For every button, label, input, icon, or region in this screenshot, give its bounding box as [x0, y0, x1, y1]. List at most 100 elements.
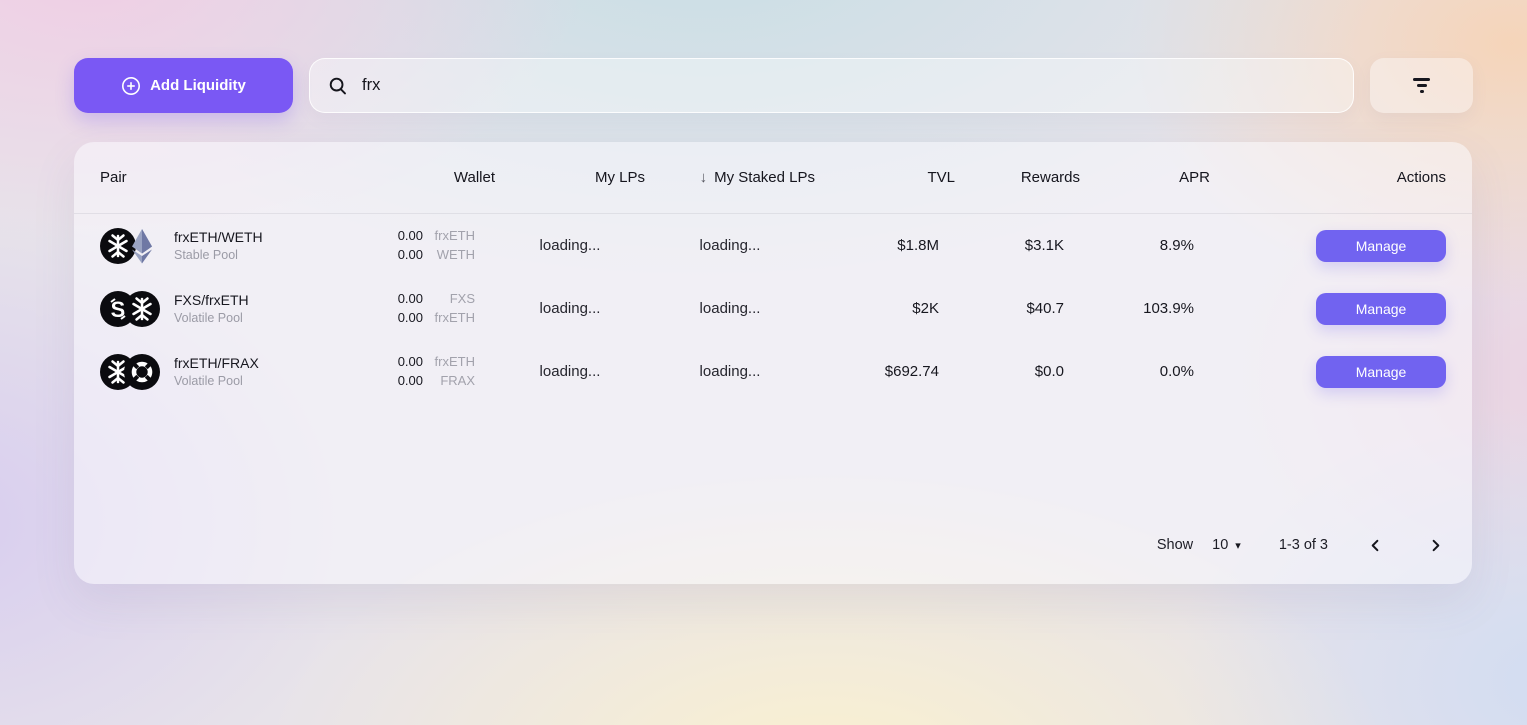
wallet-amount: 0.00 [397, 373, 423, 388]
wallet-balance-line: 0.00 WETH [395, 246, 475, 264]
filter-button[interactable] [1370, 58, 1473, 113]
wallet-amount: 0.00 [397, 228, 423, 243]
wallet-balance-line: 0.00 frxETH [395, 309, 475, 327]
plus-circle-icon [121, 76, 141, 96]
token-pair-icons [100, 227, 160, 264]
frax-token-icon [124, 353, 160, 390]
next-page-button[interactable] [1422, 532, 1448, 558]
table-row: frxETH/WETH Stable Pool 0.00 frxETH 0.00 WETH… [74, 214, 1472, 277]
page-size-value: 10 [1212, 537, 1229, 553]
wallet-token-symbol: frxETH [434, 228, 475, 243]
chevron-right-icon [1432, 539, 1439, 551]
column-header-wallet[interactable]: Wallet [395, 169, 495, 186]
pagination-range: 1-3 of 3 [1278, 537, 1328, 553]
wallet-balances: 0.00 frxETH 0.00 FRAX [395, 353, 495, 390]
rewards-value: $3.1K [1024, 237, 1064, 254]
pair-cell: S FXS/frxETH Volatile Pool [100, 290, 395, 327]
pair-cell: frxETH/FRAX Volatile Pool [100, 353, 395, 390]
svg-text:S: S [111, 297, 126, 322]
token-pair-icons [100, 353, 160, 390]
pair-name: FXS/frxETH [174, 291, 249, 308]
column-header-pair[interactable]: Pair [100, 169, 395, 186]
page-size-select[interactable]: 10 ▾ [1212, 537, 1241, 553]
table-row: frxETH/FRAX Volatile Pool 0.00 frxETH 0.00 FR… [74, 340, 1472, 403]
my-lps-value: loading... [539, 300, 601, 317]
my-staked-lps-value: loading... [699, 363, 761, 380]
column-header-apr[interactable]: APR [1080, 169, 1210, 186]
pool-type-label: Stable Pool [174, 247, 238, 262]
column-header-label: APR [1179, 169, 1210, 186]
apr-value: 103.9% [1143, 300, 1194, 317]
my-staked-lps-value: loading... [699, 300, 761, 317]
filter-icon [1413, 78, 1430, 93]
frxeth-token-icon [100, 227, 136, 264]
apr-value: 0.0% [1159, 363, 1194, 380]
frxeth-token-icon [124, 290, 160, 327]
rewards-value: $40.7 [1026, 300, 1064, 317]
search-bar[interactable] [309, 58, 1354, 113]
actions-cell: Manage [1210, 229, 1446, 262]
column-header-label: My Staked LPs [714, 169, 815, 186]
table-body: frxETH/WETH Stable Pool 0.00 frxETH 0.00 WETH… [74, 214, 1472, 403]
column-header-label: My LPs [594, 169, 645, 186]
my-lps-value: loading... [539, 363, 601, 380]
chevron-left-icon [1371, 539, 1378, 551]
pagination: Show 10 ▾ 1-3 of 3 [74, 518, 1472, 584]
apr-value: 8.9% [1159, 237, 1194, 254]
wallet-balances: 0.00 FXS 0.00 frxETH [395, 290, 495, 327]
search-icon [328, 76, 348, 96]
pool-type-label: Volatile Pool [174, 373, 243, 388]
rewards-value: $0.0 [1034, 363, 1064, 380]
column-header-label: Actions [1396, 169, 1446, 186]
wallet-token-symbol: WETH [436, 247, 475, 262]
wallet-token-symbol: frxETH [434, 354, 475, 369]
manage-button[interactable]: Manage [1316, 292, 1446, 325]
table-header: Pair Wallet My LPs ↓ My Staked LPs TVL Rewards… [74, 142, 1472, 214]
sort-descending-icon: ↓ [699, 169, 708, 186]
tvl-value: $692.74 [884, 363, 939, 380]
my-staked-lps-value: loading... [699, 237, 761, 254]
prev-page-button[interactable] [1362, 532, 1388, 558]
wallet-amount: 0.00 [397, 247, 423, 262]
column-header-actions: Actions [1210, 169, 1446, 186]
wallet-balance-line: 0.00 frxETH [395, 353, 475, 371]
add-liquidity-label: Add Liquidity [150, 77, 246, 94]
column-header-label: Rewards [1020, 169, 1080, 186]
wallet-balance-line: 0.00 FRAX [395, 372, 475, 390]
pair-cell: frxETH/WETH Stable Pool [100, 227, 395, 264]
pool-type-label: Volatile Pool [174, 310, 243, 325]
column-header-my-lps[interactable]: My LPs [495, 169, 645, 186]
token-pair-icons: S [100, 290, 160, 327]
wallet-balance-line: 0.00 FXS [395, 290, 475, 308]
column-header-my-staked-lps[interactable]: ↓ My Staked LPs [645, 169, 815, 186]
caret-down-icon: ▾ [1235, 539, 1241, 552]
actions-cell: Manage [1210, 292, 1446, 325]
table-row: S FXS/frxETH Volatile Pool 0.00 FXS 0.00 frxET… [74, 277, 1472, 340]
manage-button[interactable]: Manage [1316, 355, 1446, 388]
wallet-amount: 0.00 [397, 310, 423, 325]
search-input[interactable] [360, 75, 1335, 96]
column-header-tvl[interactable]: TVL [815, 169, 955, 186]
wallet-balances: 0.00 frxETH 0.00 WETH [395, 227, 495, 264]
wallet-amount: 0.00 [397, 354, 423, 369]
tvl-value: $1.8M [897, 237, 939, 254]
wallet-token-symbol: FRAX [440, 373, 475, 388]
column-header-rewards[interactable]: Rewards [955, 169, 1080, 186]
pools-table-card: Pair Wallet My LPs ↓ My Staked LPs TVL Rewards… [74, 142, 1472, 584]
wallet-token-symbol: FXS [449, 291, 475, 306]
manage-button[interactable]: Manage [1316, 229, 1446, 262]
toolbar: Add Liquidity [74, 58, 1473, 113]
weth-token-icon [124, 228, 160, 264]
pair-name: frxETH/WETH [174, 228, 263, 245]
wallet-balance-line: 0.00 frxETH [395, 227, 475, 245]
column-header-label: TVL [927, 169, 955, 186]
column-header-label: Wallet [453, 169, 495, 186]
add-liquidity-button[interactable]: Add Liquidity [74, 58, 293, 113]
wallet-token-symbol: frxETH [434, 310, 475, 325]
pair-name: frxETH/FRAX [174, 354, 259, 371]
my-lps-value: loading... [539, 237, 601, 254]
pagination-show-label: Show [1156, 537, 1194, 553]
tvl-value: $2K [912, 300, 939, 317]
column-header-label: Pair [100, 169, 127, 186]
wallet-amount: 0.00 [397, 291, 423, 306]
